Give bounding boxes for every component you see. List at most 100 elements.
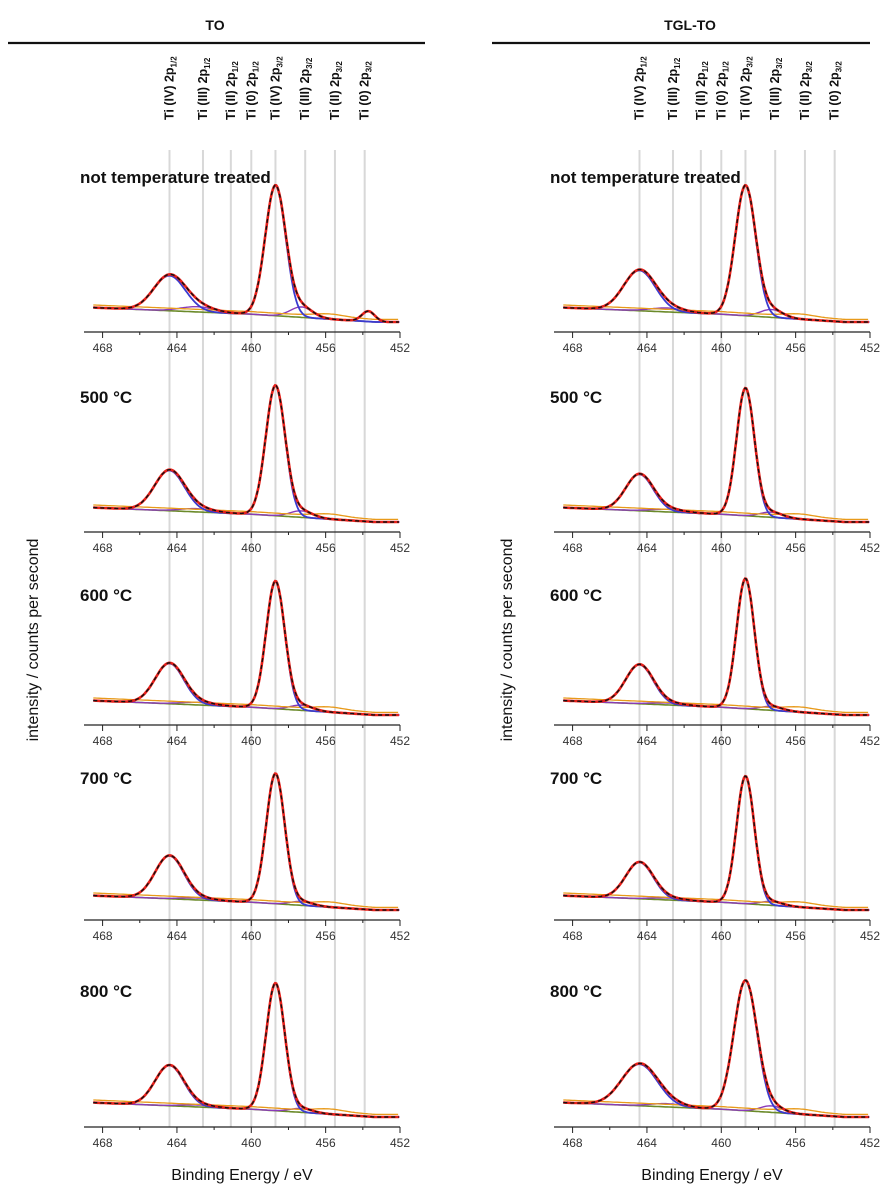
ti4-component-curve-0-3 bbox=[93, 772, 399, 911]
x-tick-label-0-0: 460 bbox=[241, 341, 261, 355]
x-tick-label-1-4: 460 bbox=[711, 1136, 731, 1150]
x-tick-label-0-2: 460 bbox=[241, 734, 261, 748]
group-title-0: TO bbox=[205, 17, 224, 33]
reference-label-subscript: 1/2 bbox=[251, 61, 260, 73]
reference-label-0-2: Ti (II) 2p1/2 bbox=[224, 61, 240, 120]
fit-envelope-0-0 bbox=[93, 184, 399, 323]
reference-label-subscript: 1/2 bbox=[701, 61, 710, 73]
fit-envelope-0-3 bbox=[93, 772, 399, 911]
fit-envelope-1-3 bbox=[563, 775, 869, 911]
x-tick-label-1-0: 460 bbox=[711, 341, 731, 355]
x-tick-label-1-2: 468 bbox=[563, 734, 583, 748]
x-tick-label-0-2: 452 bbox=[390, 734, 410, 748]
x-tick-label-1-2: 452 bbox=[860, 734, 880, 748]
ti4-component-curve-0-1 bbox=[93, 384, 399, 523]
x-tick-label-0-1: 452 bbox=[390, 541, 410, 555]
x-tick-label-1-4: 468 bbox=[563, 1136, 583, 1150]
reference-label-1-4: Ti (IV) 2p3/2 bbox=[738, 56, 754, 120]
x-tick-label-1-1: 456 bbox=[786, 541, 806, 555]
x-tick-label-0-2: 456 bbox=[316, 734, 336, 748]
reference-label-1-1: Ti (III) 2p1/2 bbox=[666, 57, 682, 120]
ti4-component-curve-1-4 bbox=[563, 979, 869, 1118]
measured-spectrum-1-1 bbox=[563, 386, 869, 524]
reference-label-0-0: Ti (IV) 2p1/2 bbox=[163, 56, 179, 120]
fit-envelope-0-4 bbox=[93, 982, 399, 1118]
panel-label-0-3: 700 °C bbox=[80, 769, 132, 788]
fit-envelope-1-4 bbox=[563, 979, 869, 1118]
reference-label-0-3: Ti (0) 2p1/2 bbox=[244, 61, 260, 120]
x-tick-label-1-3: 464 bbox=[637, 929, 657, 943]
x-tick-label-0-4: 460 bbox=[241, 1136, 261, 1150]
reference-label-0-4: Ti (IV) 2p3/2 bbox=[268, 56, 284, 120]
measured-spectrum-1-2 bbox=[563, 577, 869, 717]
reference-label-subscript: 1/2 bbox=[673, 57, 682, 69]
panel-label-1-4: 800 °C bbox=[550, 982, 602, 1001]
measured-spectrum-1-4 bbox=[563, 979, 869, 1119]
reference-label-subscript: 3/2 bbox=[775, 57, 784, 69]
x-tick-label-0-1: 464 bbox=[167, 541, 187, 555]
reference-label-subscript: 1/2 bbox=[203, 57, 212, 69]
panel-label-0-1: 500 °C bbox=[80, 388, 132, 407]
reference-label-1-7: Ti (0) 2p3/2 bbox=[828, 61, 844, 120]
ti2-component-curve-1-4 bbox=[563, 1099, 869, 1116]
ti2-component-curve-1-3 bbox=[563, 892, 869, 909]
reference-label-0-7: Ti (0) 2p3/2 bbox=[358, 61, 374, 120]
ti2-component-curve-1-2 bbox=[563, 697, 869, 714]
panel-label-0-0: not temperature treated bbox=[80, 168, 271, 187]
panel-label-1-3: 700 °C bbox=[550, 769, 602, 788]
reference-label-0-6: Ti (II) 2p3/2 bbox=[328, 61, 344, 120]
reference-label-0-1: Ti (III) 2p1/2 bbox=[196, 57, 212, 120]
reference-label-0-5: Ti (III) 2p3/2 bbox=[298, 57, 314, 120]
x-axis-title-1: Binding Energy / eV bbox=[641, 1167, 783, 1184]
ti2-component-curve-0-2 bbox=[93, 697, 399, 714]
fit-envelope-1-2 bbox=[563, 577, 869, 716]
x-tick-label-1-3: 460 bbox=[711, 929, 731, 943]
panel-label-1-2: 600 °C bbox=[550, 586, 602, 605]
fit-envelope-1-1 bbox=[563, 387, 869, 523]
x-tick-label-0-2: 468 bbox=[93, 734, 113, 748]
x-tick-label-1-2: 456 bbox=[786, 734, 806, 748]
reference-label-subscript: 1/2 bbox=[721, 61, 730, 73]
x-tick-label-0-0: 456 bbox=[316, 341, 336, 355]
reference-label-subscript: 1/2 bbox=[231, 61, 240, 73]
measured-spectrum-1-0 bbox=[563, 183, 869, 324]
x-tick-label-0-3: 452 bbox=[390, 929, 410, 943]
x-tick-label-0-4: 456 bbox=[316, 1136, 336, 1150]
x-tick-label-1-4: 456 bbox=[786, 1136, 806, 1150]
x-tick-label-1-0: 452 bbox=[860, 341, 880, 355]
reference-label-1-0: Ti (IV) 2p1/2 bbox=[633, 56, 649, 120]
reference-label-subscript: 3/2 bbox=[745, 56, 754, 68]
panel-label-1-0: not temperature treated bbox=[550, 168, 741, 187]
x-tick-label-0-4: 464 bbox=[167, 1136, 187, 1150]
x-tick-label-0-0: 468 bbox=[93, 341, 113, 355]
ti4-component-curve-1-2 bbox=[563, 577, 869, 716]
x-tick-label-1-3: 456 bbox=[786, 929, 806, 943]
panel-label-1-1: 500 °C bbox=[550, 388, 602, 407]
measured-spectrum-0-1 bbox=[93, 383, 399, 524]
reference-label-1-5: Ti (III) 2p3/2 bbox=[768, 57, 784, 120]
x-tick-label-0-1: 460 bbox=[241, 541, 261, 555]
x-tick-label-0-1: 456 bbox=[316, 541, 336, 555]
x-tick-label-0-2: 464 bbox=[167, 734, 187, 748]
x-tick-label-0-0: 464 bbox=[167, 341, 187, 355]
reference-label-1-6: Ti (II) 2p3/2 bbox=[798, 61, 814, 120]
x-tick-label-1-0: 464 bbox=[637, 341, 657, 355]
panel-label-0-2: 600 °C bbox=[80, 586, 132, 605]
reference-label-subscript: 3/2 bbox=[835, 61, 844, 73]
reference-label-subscript: 3/2 bbox=[275, 56, 284, 68]
ti4-component-curve-1-3 bbox=[563, 775, 869, 911]
x-tick-label-1-2: 460 bbox=[711, 734, 731, 748]
x-tick-label-0-4: 452 bbox=[390, 1136, 410, 1150]
x-axis-title-0: Binding Energy / eV bbox=[171, 1167, 313, 1184]
fit-envelope-0-2 bbox=[93, 580, 399, 716]
x-tick-label-1-1: 460 bbox=[711, 541, 731, 555]
reference-label-subscript: 3/2 bbox=[305, 57, 314, 69]
reference-label-subscript: 3/2 bbox=[365, 61, 374, 73]
reference-label-subscript: 3/2 bbox=[335, 61, 344, 73]
x-tick-label-1-0: 456 bbox=[786, 341, 806, 355]
x-tick-label-0-0: 452 bbox=[390, 341, 410, 355]
x-tick-label-0-1: 468 bbox=[93, 541, 113, 555]
y-axis-title-1: intensity / counts per second bbox=[499, 539, 516, 742]
measured-spectrum-0-4 bbox=[93, 981, 399, 1119]
